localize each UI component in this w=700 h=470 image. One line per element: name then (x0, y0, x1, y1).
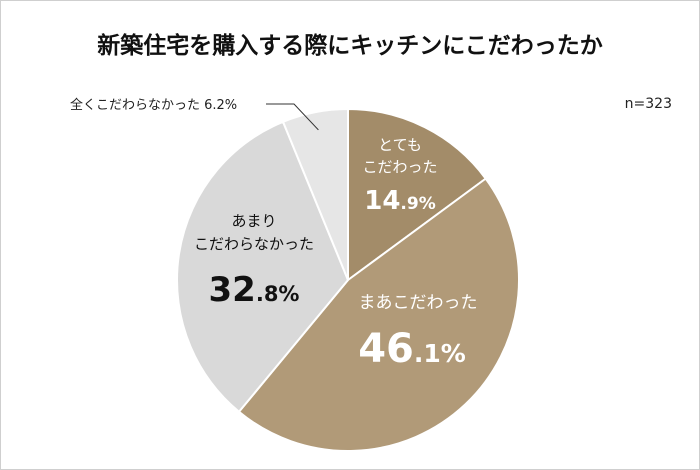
pie-slice-mattaku-kodawaranakatta (281, 107, 349, 281)
slice-label-mattaku-kodawaranakatta: 全くこだわらなかった 6.2% (70, 97, 237, 113)
chart-title: 新築住宅を購入する際にキッチンにこだわったか (97, 33, 603, 59)
slice-label-maa-kodawatta-line-1: まあこだわった (359, 293, 478, 313)
slice-value-maa-kodawatta: 46.1% (358, 326, 466, 372)
pie-slice-amari-kodawaranakatta (176, 120, 350, 414)
slice-label-totemo-kodawatta-line-1: とても (378, 136, 422, 154)
pie-slice-totemo-kodawatta (347, 107, 488, 282)
slice-label-amari-kodawaranakatta-line-2: こだわらなかった (194, 235, 314, 253)
slice-label-totemo-kodawatta-line-2: こだわった (362, 158, 437, 176)
pie-slice-maa-kodawatta (237, 177, 520, 453)
slice-value-totemo-kodawatta: 14.9% (364, 186, 436, 216)
callout-leader-line (266, 103, 319, 131)
pie-slices (176, 107, 520, 453)
slice-label-amari-kodawaranakatta-line-1: あまり (231, 212, 276, 230)
sample-size-note: n=323 (624, 96, 672, 112)
slice-value-amari-kodawaranakatta: 32.8% (209, 270, 300, 310)
